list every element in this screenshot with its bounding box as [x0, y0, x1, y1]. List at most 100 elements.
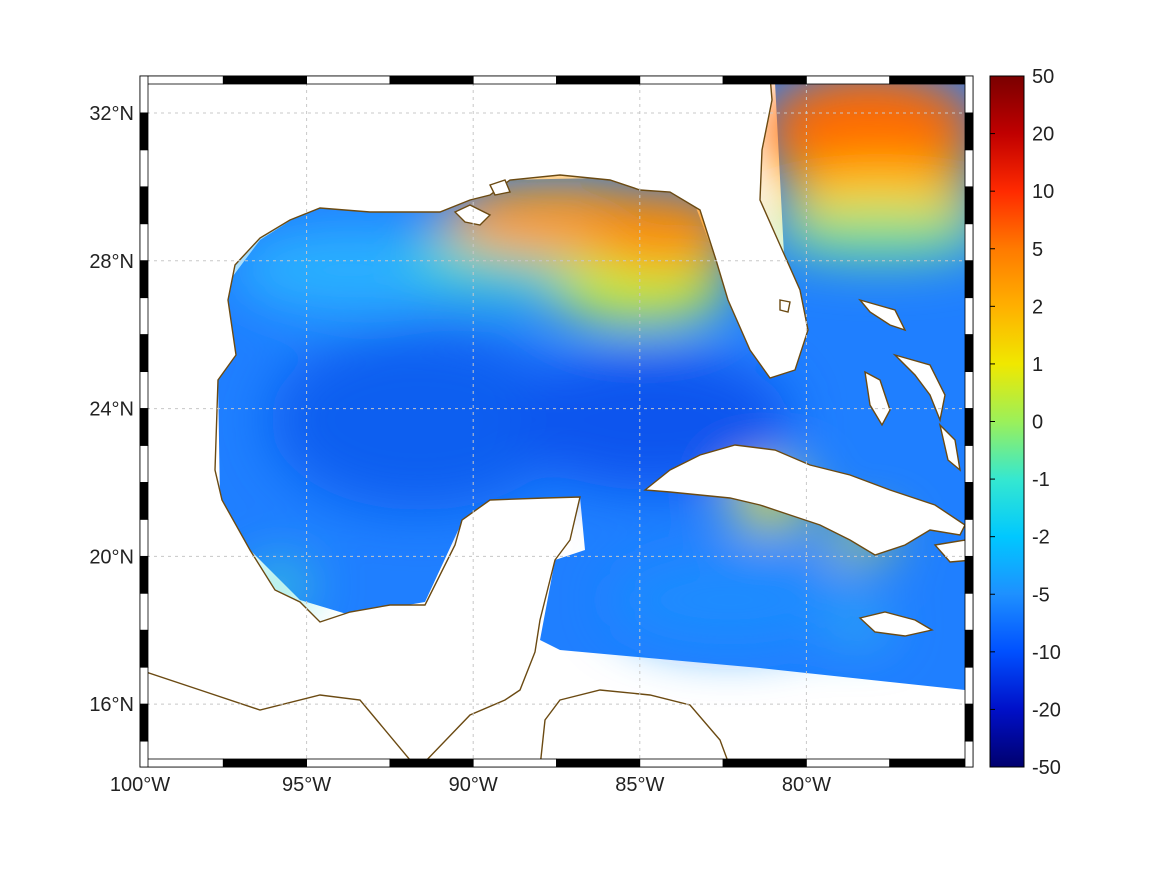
frame-segment — [222, 758, 308, 768]
x-tick-label: 85°W — [615, 774, 664, 796]
frame-segment — [639, 758, 724, 768]
frame-segment — [139, 666, 149, 705]
map-frame — [139, 75, 974, 768]
x-axis-labels: 100°W 95°W 90°W 85°W 80°W — [110, 774, 831, 796]
graticule — [140, 76, 973, 767]
frame-segment — [889, 758, 974, 768]
jamaica-island — [858, 611, 934, 637]
frame-segment — [964, 408, 974, 446]
y-tick-label: 16°N — [89, 694, 134, 716]
y-tick-label: 20°N — [89, 546, 134, 568]
frame-segment — [139, 297, 149, 336]
colorbar-tick-label: -5 — [1032, 584, 1050, 606]
frame-segment — [964, 629, 974, 668]
frame-segment — [139, 519, 149, 557]
x-tick-label: 80°W — [782, 774, 831, 796]
bahamas-abaco — [858, 298, 907, 332]
y-tick-label: 24°N — [89, 399, 134, 421]
colorbar-tick-label: -50 — [1032, 757, 1061, 779]
colorbar-tick-label: 5 — [1032, 239, 1043, 261]
frame-segment — [722, 758, 807, 768]
frame-segment — [389, 758, 474, 768]
colorbar-tick-label: -20 — [1032, 699, 1061, 721]
frame-segment — [139, 334, 149, 373]
y-axis-labels: 32°N 28°N 24°N 20°N 16°N — [89, 103, 134, 716]
frame-segment — [964, 519, 974, 557]
y-tick-label: 28°N — [89, 251, 134, 273]
x-tick-label: 90°W — [449, 774, 498, 796]
land-and-coastlines — [140, 76, 973, 767]
frame-segment — [139, 149, 149, 188]
frame-segment — [806, 758, 891, 768]
colorbar-tick-label: -10 — [1032, 642, 1061, 664]
frame-segment — [964, 75, 974, 114]
frame-segment — [139, 186, 149, 225]
frame-segment — [139, 112, 149, 151]
frame-segment — [722, 75, 807, 85]
frame-segment — [472, 758, 557, 768]
x-tick-label: 95°W — [282, 774, 331, 796]
bahamas-eleuthera — [892, 353, 946, 423]
frame-segment — [964, 703, 974, 742]
frame-segment — [139, 371, 149, 409]
lake-pontchartrain — [489, 179, 511, 196]
frame-segment — [964, 740, 974, 768]
frame-segment — [139, 223, 149, 262]
frame-segment — [139, 75, 224, 85]
lake-okeechobee — [779, 299, 791, 313]
frame-segment — [139, 592, 149, 631]
frame-segment — [964, 297, 974, 336]
frame-segment — [139, 555, 149, 594]
y-tick-label: 32°N — [89, 103, 134, 125]
colorbar-tick-label: 10 — [1032, 181, 1054, 203]
colorbar-tick-label: 0 — [1032, 412, 1043, 434]
frame-segment — [964, 482, 974, 520]
frame-segment — [964, 186, 974, 225]
bahamas-andros — [864, 370, 891, 427]
frame-segment — [806, 75, 891, 85]
frame-segment — [964, 666, 974, 705]
frame-segment — [306, 758, 391, 768]
frame-segment — [139, 740, 149, 768]
colorbar-tick-label: -2 — [1032, 527, 1050, 549]
bahamas-south — [938, 422, 962, 472]
frame-segment — [964, 371, 974, 409]
frame-segment — [964, 592, 974, 631]
frame-segment — [389, 75, 474, 85]
frame-segment — [964, 555, 974, 594]
frame-segment — [889, 75, 974, 85]
mississippi-delta — [453, 204, 492, 226]
colorbar-tick-label: 2 — [1032, 296, 1043, 318]
frame-segment — [139, 260, 149, 299]
honduras-coast — [539, 689, 731, 767]
colorbar-tick-label: 50 — [1032, 66, 1054, 88]
frame-segment — [556, 75, 641, 85]
frame-segment — [139, 75, 149, 114]
x-tick-label: 100°W — [110, 774, 170, 796]
cuba-island — [643, 444, 966, 556]
frame-segment — [639, 75, 724, 85]
frame-segment — [964, 260, 974, 299]
frame-segment — [556, 758, 641, 768]
frame-segment — [964, 223, 974, 262]
frame-segment — [472, 75, 557, 85]
frame-segment — [222, 75, 308, 85]
colorbar — [989, 75, 1025, 768]
colorbar-tick-label: 1 — [1032, 354, 1043, 376]
frame-segment — [964, 112, 974, 151]
frame-segment — [964, 334, 974, 373]
frame-segment — [139, 629, 149, 668]
frame-segment — [139, 703, 149, 742]
frame-segment — [964, 445, 974, 483]
colorbar-tick-label: -1 — [1032, 469, 1050, 491]
central-america-landmass — [140, 669, 501, 767]
frame-segment — [964, 149, 974, 188]
frame-segment — [139, 445, 149, 483]
frame-segment — [139, 482, 149, 520]
frame-segment — [139, 758, 224, 768]
colorbar-tick-label: 20 — [1032, 124, 1054, 146]
frame-segment — [139, 408, 149, 446]
frame-segment — [306, 75, 391, 85]
